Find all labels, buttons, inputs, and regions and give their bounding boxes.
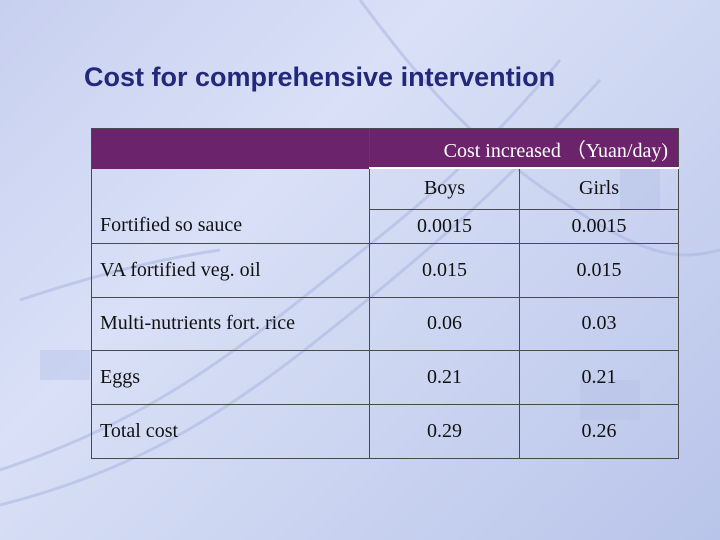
column-header-boys: Boys xyxy=(369,168,520,210)
girls-value: 0.015 xyxy=(518,242,680,298)
cost-increased-header: Cost increased （Yuan/day) xyxy=(368,128,680,170)
column-header-girls: Girls xyxy=(518,168,680,210)
row-label: Fortified so sauce xyxy=(91,209,370,244)
header-row-columns: Boys Girls xyxy=(91,168,680,210)
slide-title: Cost for comprehensive intervention xyxy=(84,62,556,92)
table-row: Eggs 0.21 0.21 xyxy=(91,350,680,406)
boys-value: 0.29 xyxy=(369,404,520,459)
cost-table: Cost increased （Yuan/day) Boys Girls For… xyxy=(91,128,680,459)
boys-value: 0.06 xyxy=(369,296,520,352)
row-label: Multi-nutrients fort. rice xyxy=(91,296,370,352)
table-row-total: Total cost 0.29 0.26 xyxy=(91,404,680,459)
girls-value: 0.26 xyxy=(518,404,680,459)
table-row: Multi-nutrients fort. rice 0.06 0.03 xyxy=(91,296,680,352)
boys-value: 0.015 xyxy=(369,242,520,298)
girls-value: 0.21 xyxy=(518,350,680,406)
row-label: Total cost xyxy=(91,404,370,459)
girls-value: 0.03 xyxy=(518,296,680,352)
table-row: Fortified so sauce 0.0015 0.0015 xyxy=(91,208,680,244)
row-label: VA fortified veg. oil xyxy=(91,242,370,298)
boys-value: 0.21 xyxy=(369,350,520,406)
header-blank-cell xyxy=(91,128,370,169)
row-label: Eggs xyxy=(91,350,370,406)
table-row: VA fortified veg. oil 0.015 0.015 xyxy=(91,242,680,298)
boys-value: 0.0015 xyxy=(369,208,520,244)
girls-value: 0.0015 xyxy=(518,208,680,244)
header-row-group: Cost increased （Yuan/day) xyxy=(91,128,680,170)
header-label-cell xyxy=(91,168,370,210)
